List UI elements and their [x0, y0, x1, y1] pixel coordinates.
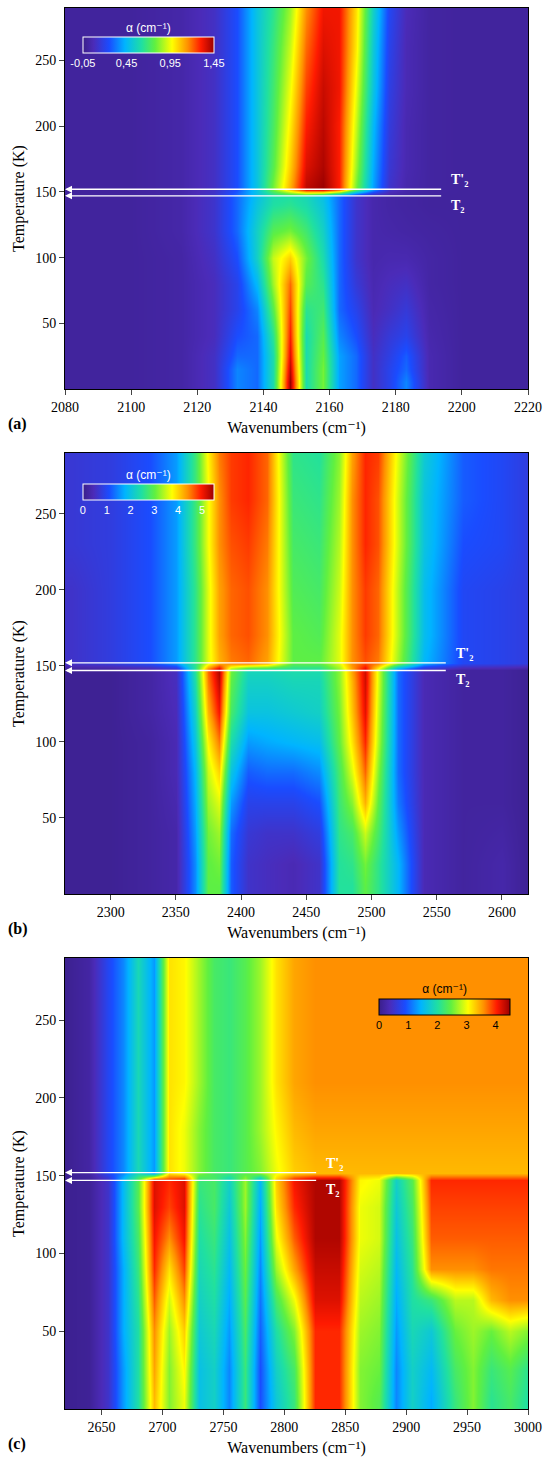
svg-text:0: 0: [376, 1019, 382, 1031]
svg-text:(b): (b): [8, 920, 28, 938]
svg-text:0,45: 0,45: [116, 57, 137, 69]
svg-text:T'₂: T'₂: [456, 646, 473, 661]
svg-text:250: 250: [35, 1013, 56, 1028]
svg-text:T₂: T₂: [456, 672, 470, 687]
svg-text:2200: 2200: [448, 400, 476, 415]
svg-text:2160: 2160: [316, 400, 344, 415]
svg-text:2: 2: [127, 504, 133, 516]
svg-text:T'₂: T'₂: [451, 172, 468, 187]
svg-text:Wavenumbers (cm⁻¹): Wavenumbers (cm⁻¹): [227, 419, 366, 437]
svg-text:Temperature (K): Temperature (K): [10, 620, 28, 727]
svg-text:250: 250: [35, 507, 56, 522]
svg-text:-0,05: -0,05: [70, 57, 95, 69]
svg-text:2500: 2500: [357, 905, 385, 920]
svg-text:2300: 2300: [97, 905, 125, 920]
svg-text:2900: 2900: [392, 1420, 420, 1435]
svg-text:1,45: 1,45: [203, 57, 224, 69]
svg-text:3: 3: [463, 1019, 469, 1031]
svg-text:2350: 2350: [162, 905, 190, 920]
svg-text:50: 50: [42, 316, 56, 331]
svg-text:2750: 2750: [209, 1420, 237, 1435]
svg-text:α (cm⁻¹): α (cm⁻¹): [422, 982, 467, 996]
svg-text:T'₂: T'₂: [326, 1156, 343, 1171]
svg-text:(a): (a): [8, 415, 27, 433]
svg-text:α (cm⁻¹): α (cm⁻¹): [126, 468, 171, 482]
svg-text:150: 150: [35, 659, 56, 674]
svg-text:2180: 2180: [382, 400, 410, 415]
svg-text:2650: 2650: [88, 1420, 116, 1435]
svg-text:100: 100: [35, 735, 56, 750]
svg-text:4: 4: [175, 504, 181, 516]
svg-text:2400: 2400: [227, 905, 255, 920]
svg-text:Temperature (K): Temperature (K): [10, 1130, 28, 1237]
svg-text:2: 2: [434, 1019, 440, 1031]
svg-text:2220: 2220: [514, 400, 542, 415]
svg-text:Wavenumbers (cm⁻¹): Wavenumbers (cm⁻¹): [227, 924, 366, 942]
svg-text:T₂: T₂: [451, 198, 465, 213]
svg-text:(c): (c): [8, 1435, 26, 1453]
svg-text:1: 1: [405, 1019, 411, 1031]
svg-text:2100: 2100: [117, 400, 145, 415]
svg-text:2140: 2140: [249, 400, 277, 415]
svg-text:2700: 2700: [148, 1420, 176, 1435]
svg-text:1: 1: [104, 504, 110, 516]
svg-text:α (cm⁻¹): α (cm⁻¹): [126, 21, 171, 35]
svg-text:100: 100: [35, 251, 56, 266]
svg-text:4: 4: [492, 1019, 498, 1031]
svg-text:50: 50: [42, 811, 56, 826]
svg-text:0: 0: [80, 504, 86, 516]
svg-text:T₂: T₂: [326, 1182, 340, 1197]
svg-text:2450: 2450: [292, 905, 320, 920]
svg-text:3000: 3000: [514, 1420, 542, 1435]
svg-text:2550: 2550: [423, 905, 451, 920]
svg-text:2850: 2850: [331, 1420, 359, 1435]
svg-text:3: 3: [151, 504, 157, 516]
svg-text:Wavenumbers (cm⁻¹): Wavenumbers (cm⁻¹): [227, 1439, 366, 1457]
svg-text:150: 150: [35, 1169, 56, 1184]
svg-text:50: 50: [42, 1324, 56, 1339]
svg-text:2800: 2800: [270, 1420, 298, 1435]
svg-text:2600: 2600: [488, 905, 516, 920]
svg-text:Temperature (K): Temperature (K): [10, 145, 28, 252]
svg-text:5: 5: [199, 504, 205, 516]
svg-text:200: 200: [35, 1091, 56, 1106]
svg-text:200: 200: [35, 119, 56, 134]
svg-text:100: 100: [35, 1246, 56, 1261]
svg-text:0,95: 0,95: [160, 57, 181, 69]
svg-text:2950: 2950: [453, 1420, 481, 1435]
svg-text:2120: 2120: [183, 400, 211, 415]
svg-text:250: 250: [35, 53, 56, 68]
svg-text:150: 150: [35, 185, 56, 200]
svg-text:200: 200: [35, 583, 56, 598]
svg-text:2080: 2080: [51, 400, 79, 415]
